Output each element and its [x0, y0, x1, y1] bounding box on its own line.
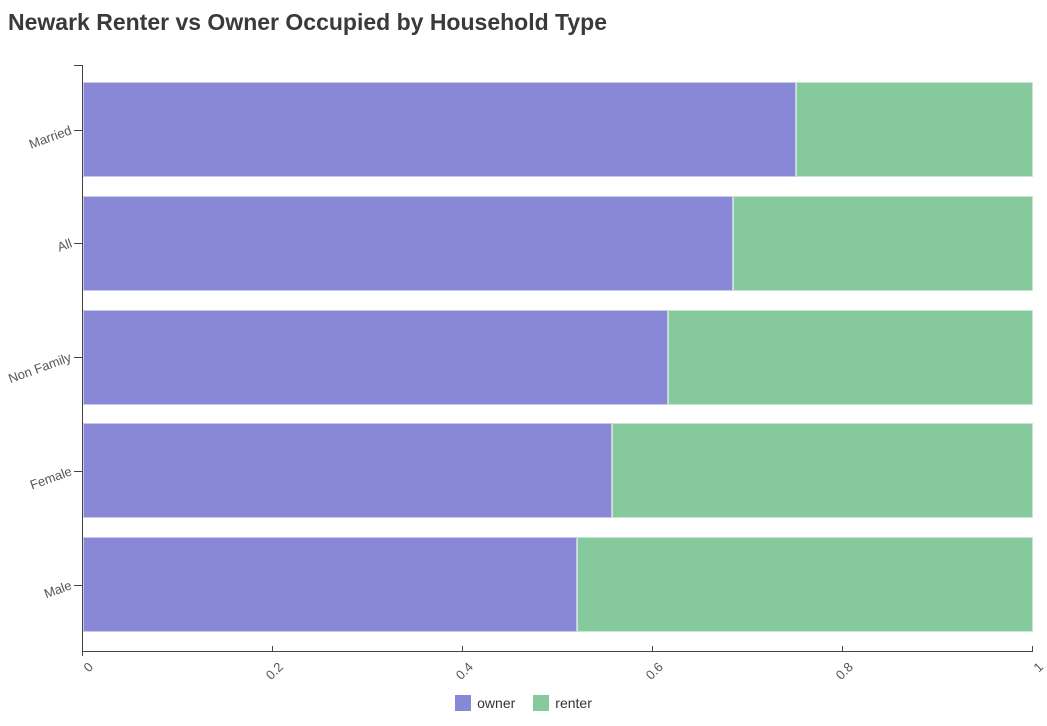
bar-segment-owner-female — [83, 423, 613, 519]
bar-segment-renter-male — [577, 537, 1033, 632]
bar-segment-owner-married — [83, 82, 796, 177]
y-tick-label: Married — [26, 121, 74, 152]
y-tick — [74, 129, 82, 131]
x-tick — [842, 646, 843, 651]
x-tick — [652, 646, 653, 651]
bar-segment-renter-female — [612, 423, 1033, 519]
y-tick — [74, 470, 82, 472]
bar-segment-owner-male — [83, 537, 577, 632]
legend-swatch-renter — [533, 695, 550, 711]
chart-title: Newark Renter vs Owner Occupied by House… — [8, 9, 608, 35]
x-axis-line — [82, 651, 1033, 652]
y-tick-label: All — [54, 235, 74, 255]
y-tick-label: Male — [41, 576, 74, 601]
x-tick-label: 0.2 — [262, 659, 286, 683]
x-tick — [462, 646, 463, 651]
y-tick-label: Non Family — [6, 349, 74, 387]
bar-segment-owner-all — [83, 195, 733, 291]
y-tick — [74, 243, 82, 245]
y-axis-line — [82, 65, 83, 656]
legend-label-owner: owner — [477, 695, 516, 711]
legend-swatch-owner — [455, 695, 472, 711]
bar-segment-renter-married — [795, 82, 1033, 177]
x-tick-label: 0.4 — [452, 659, 476, 683]
x-tick-label: 1 — [1030, 659, 1046, 676]
bar-segment-owner-non-family — [83, 309, 669, 405]
y-tick-label: Female — [27, 463, 74, 493]
bar-segment-renter-all — [732, 195, 1033, 291]
x-tick — [1032, 646, 1033, 651]
legend-label-renter: renter — [555, 695, 592, 711]
x-tick-label: 0 — [80, 659, 96, 676]
y-axis-endcap-tick — [74, 65, 82, 66]
y-tick — [74, 357, 82, 358]
legend: owner renter — [0, 695, 1047, 711]
legend-item-owner: owner — [455, 695, 515, 711]
x-tick — [272, 646, 273, 651]
plot-area: Married All Non Family Female Male 0 0.2 0.4 0.6… — [6, 65, 1046, 683]
legend-item-renter: renter — [533, 695, 592, 711]
bar-segment-renter-non-family — [668, 309, 1033, 405]
x-tick-label: 0.6 — [642, 659, 666, 683]
x-tick — [82, 646, 83, 651]
y-tick — [74, 584, 82, 586]
x-tick-label: 0.8 — [832, 659, 856, 683]
